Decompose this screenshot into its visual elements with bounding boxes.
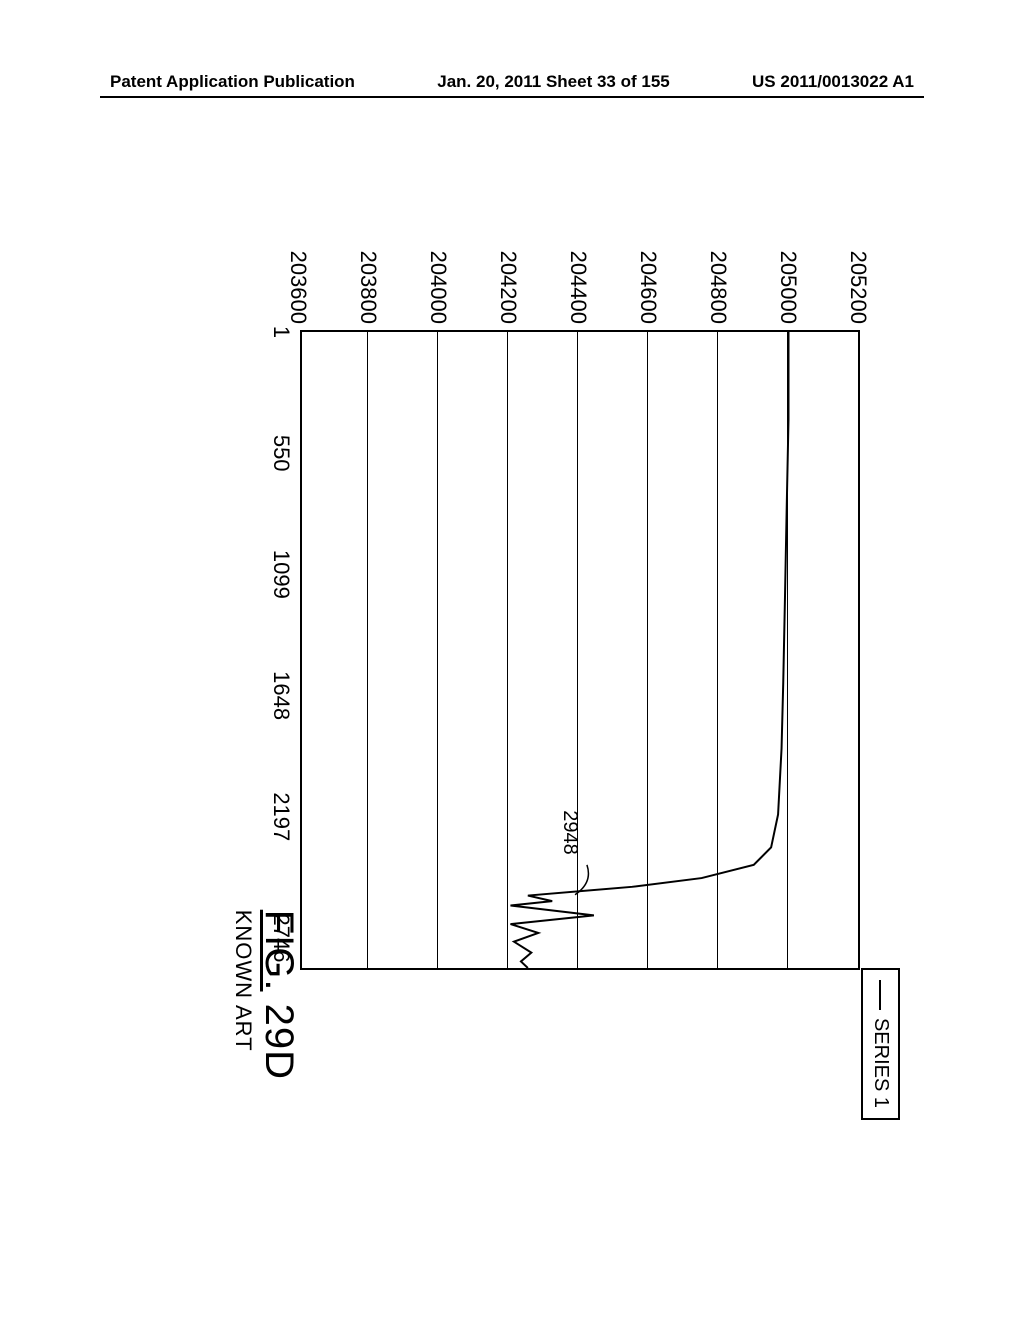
series-curve	[302, 332, 858, 968]
gridline	[787, 332, 788, 968]
x-tick-label: 2197	[268, 792, 294, 841]
chart-legend: SERIES 1	[861, 968, 900, 1120]
figure-container: SERIES 1 2036002038002040002042002044002…	[60, 180, 960, 1160]
y-tick-label: 204600	[635, 251, 661, 324]
header-rule	[100, 96, 924, 98]
y-tick-label: 205200	[845, 251, 871, 324]
x-tick-label: 550	[268, 435, 294, 472]
header-right: US 2011/0013022 A1	[752, 72, 914, 92]
y-tick-label: 204800	[705, 251, 731, 324]
page-header: Patent Application Publication Jan. 20, …	[0, 72, 1024, 92]
y-tick-label: 204000	[425, 251, 451, 324]
figure-title: FIG. 29D	[256, 910, 301, 1080]
series-path	[511, 332, 789, 968]
gridline	[647, 332, 648, 968]
y-tick-label: 205000	[775, 251, 801, 324]
legend-line-icon	[880, 980, 882, 1010]
y-tick-label: 204400	[565, 251, 591, 324]
annotation-label: 2948	[558, 810, 581, 855]
x-tick-label: 1	[268, 326, 294, 338]
x-tick-label: 1648	[268, 671, 294, 720]
figure-title-prefix: FIG.	[257, 910, 301, 992]
header-center: Jan. 20, 2011 Sheet 33 of 155	[437, 72, 669, 92]
y-tick-label: 203600	[285, 251, 311, 324]
gridline	[577, 332, 578, 968]
line-chart: 2036002038002040002042002044002046002048…	[300, 330, 860, 970]
gridline	[437, 332, 438, 968]
figure-caption: FIG. 29D KNOWN ART	[230, 910, 301, 1080]
legend-label: SERIES 1	[869, 1018, 892, 1108]
gridline	[717, 332, 718, 968]
header-left: Patent Application Publication	[110, 72, 355, 92]
gridline	[367, 332, 368, 968]
figure-subtitle: KNOWN ART	[230, 910, 256, 1080]
rotated-figure: SERIES 1 2036002038002040002042002044002…	[120, 220, 900, 1120]
y-tick-label: 204200	[495, 251, 521, 324]
figure-title-num: 29D	[257, 992, 301, 1081]
y-tick-label: 203800	[355, 251, 381, 324]
x-tick-label: 1099	[268, 550, 294, 599]
gridline	[507, 332, 508, 968]
